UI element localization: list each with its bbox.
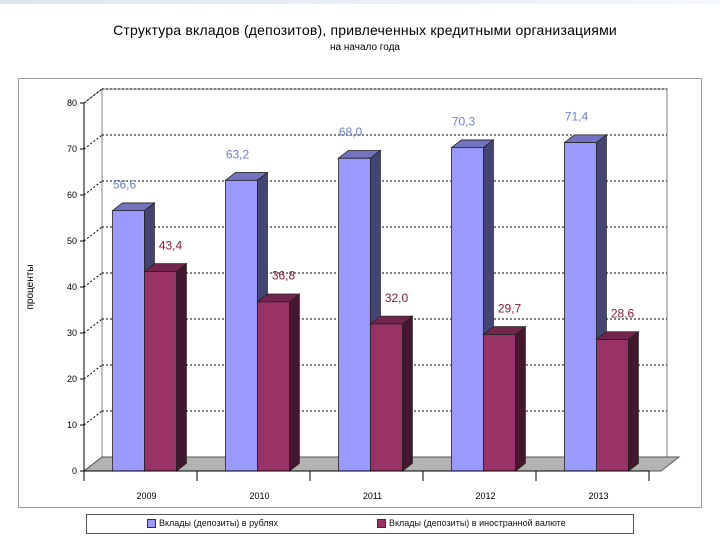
y-tick-label: 70 [67, 144, 77, 154]
x-tick-label: 2010 [249, 491, 269, 501]
chart-subtitle: на начало года [330, 42, 400, 53]
chart-title: Структура вкладов (депозитов), привлечен… [113, 22, 617, 38]
legend-label-fx: Вклады (депозиты) в иностранной валюте [389, 518, 566, 528]
data-label-1: 29,7 [498, 301, 522, 315]
data-label-0: 70,3 [452, 115, 476, 129]
legend: Вклады (депозиты) в рублях Вклады (депоз… [86, 514, 634, 534]
y-tick-label: 60 [67, 190, 77, 200]
legend-item-fx: Вклады (депозиты) в иностранной валюте [377, 518, 566, 529]
bar-0-front [451, 147, 484, 472]
x-tick-label: 2011 [363, 491, 382, 501]
bar-1-front [596, 339, 629, 472]
legend-swatch-rub [147, 519, 156, 529]
bar-1-front [144, 270, 177, 472]
data-label-0: 63,2 [226, 147, 250, 161]
data-label-1: 36,8 [272, 269, 296, 283]
data-label-1: 32,0 [385, 291, 409, 305]
legend-swatch-fx [377, 519, 386, 529]
x-tick-label: 2012 [475, 491, 495, 501]
bar-0-front [338, 157, 371, 472]
bar-1-front [370, 323, 403, 472]
data-label-0: 68,0 [339, 125, 363, 139]
bar-0-front [225, 179, 258, 472]
x-tick-label: 2013 [588, 491, 608, 501]
bar-1-side [289, 293, 300, 472]
y-tick-label: 20 [67, 374, 77, 384]
y-tick-label: 50 [67, 236, 77, 246]
side-wall [83, 87, 103, 473]
bar-1-side [515, 325, 526, 472]
data-label-1: 28,6 [611, 306, 635, 320]
data-label-0: 56,6 [113, 178, 137, 192]
legend-label-rub: Вклады (депозиты) в рублях [159, 518, 278, 528]
bar-1-front [257, 301, 290, 472]
bar-1-side [628, 330, 639, 472]
y-tick-label: 10 [67, 420, 77, 430]
y-tick-label: 30 [67, 328, 77, 338]
bar-1-side [402, 315, 413, 472]
top-decorative-strip [0, 0, 720, 4]
data-label-0: 71,4 [565, 110, 589, 124]
x-tick-label: 2009 [136, 491, 156, 501]
y-tick-label: 0 [72, 466, 77, 476]
y-axis-title: проценты [25, 264, 36, 309]
bar-chart: 0 10 20 30 40 50 60 70 80 проценты 56,6 43,4 2009 63,… [25, 87, 681, 501]
bar-1-front [483, 333, 516, 472]
bar-0-front [564, 142, 597, 472]
legend-item-rub: Вклады (депозиты) в рублях [147, 518, 278, 529]
y-tick-label: 40 [67, 282, 77, 292]
bar-1-side [176, 262, 187, 472]
y-tick-label: 80 [67, 98, 77, 108]
data-label-1: 43,4 [159, 238, 183, 252]
chart-area: 0 10 20 30 40 50 60 70 80 проценты 56,6 43,4 2009 63,… [18, 78, 702, 508]
bar-0-front [112, 210, 145, 472]
